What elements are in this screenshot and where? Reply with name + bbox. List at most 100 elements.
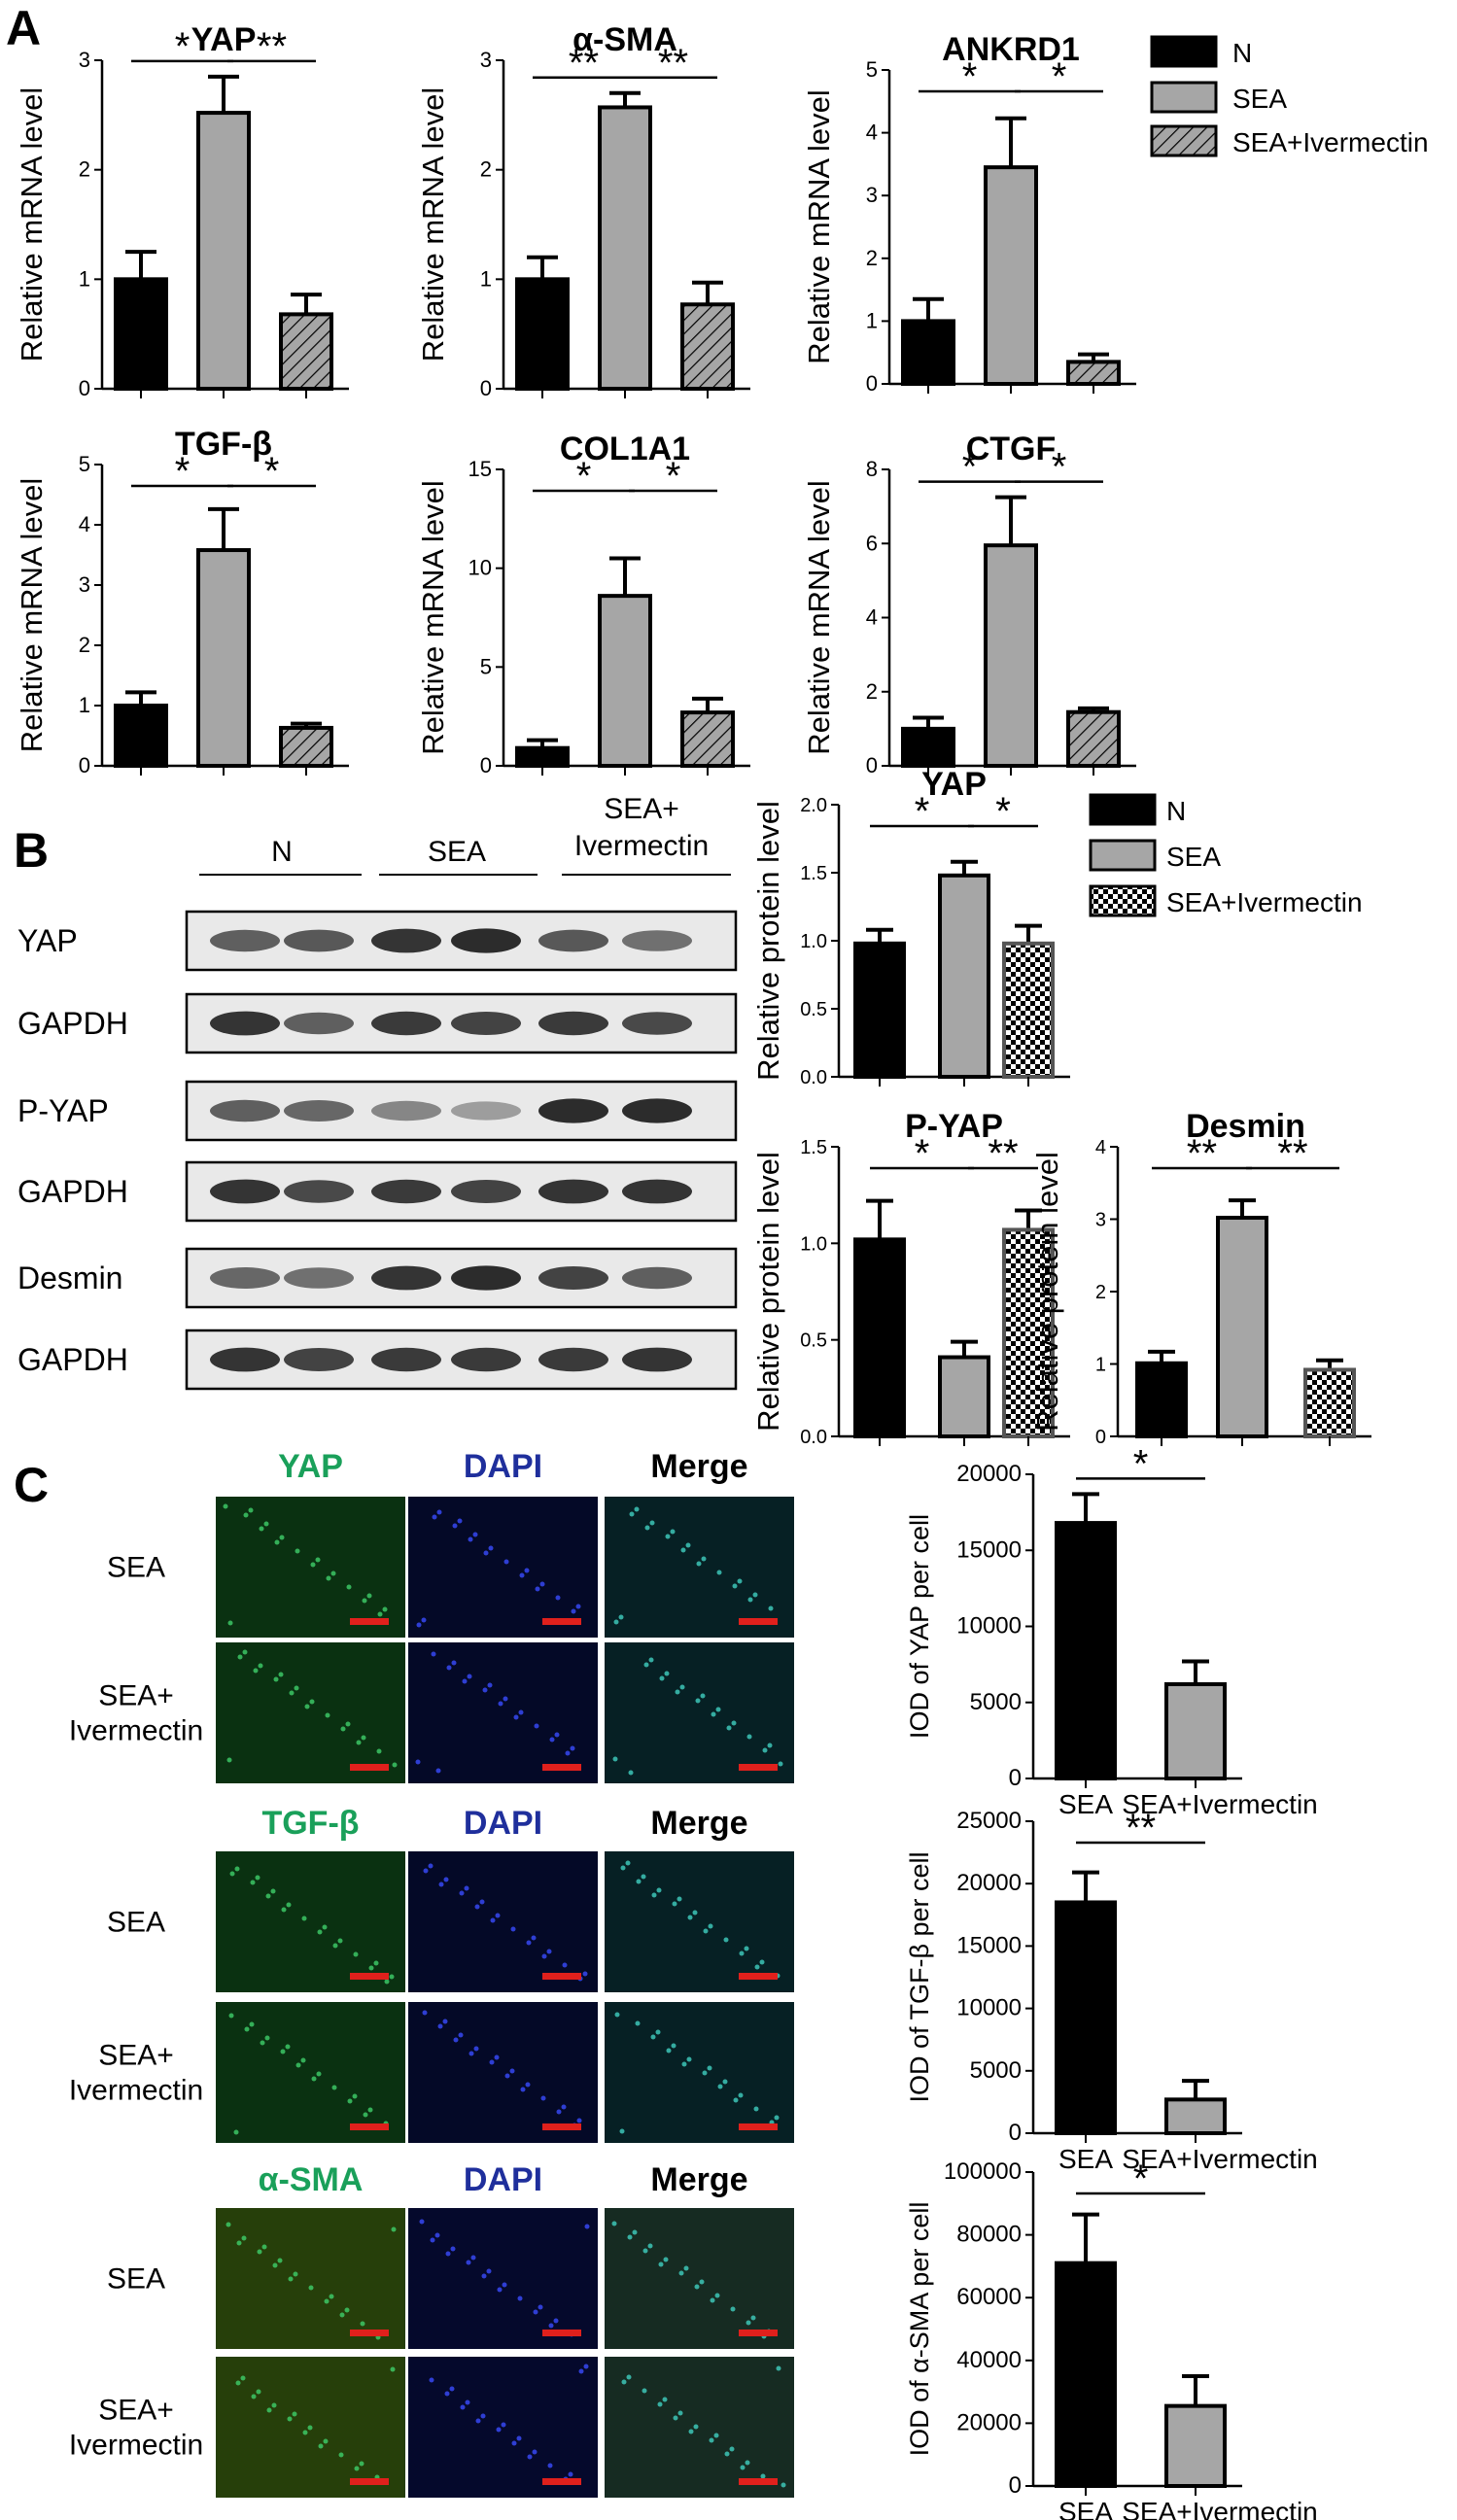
if-cell xyxy=(307,2425,313,2431)
if-cell xyxy=(225,2222,231,2227)
if-row-label: SEA xyxy=(107,1552,165,1584)
if-cell xyxy=(294,1685,299,1691)
bar xyxy=(853,941,906,1079)
if-cell xyxy=(575,1604,581,1609)
y-tick-label: 0 xyxy=(1009,2472,1022,2499)
if-cell xyxy=(696,1561,702,1567)
if-cell xyxy=(629,1511,635,1517)
if-cell xyxy=(655,2029,661,2035)
if-cell xyxy=(726,1725,732,1731)
if-cell xyxy=(554,1732,560,1738)
sig-label: * xyxy=(264,450,280,493)
if-cell xyxy=(746,1734,752,1740)
if-cell xyxy=(256,2389,261,2395)
chart-a_tgfb: TGF-β 0 1 2 3 4 5 Relative mRNA level * * xyxy=(15,426,349,777)
y-tick-label: 0 xyxy=(1009,2120,1022,2146)
if-cell xyxy=(688,2429,694,2434)
if-image-tint xyxy=(605,1642,794,1783)
y-tick-label: 100000 xyxy=(944,2158,1022,2185)
if-cell xyxy=(322,1924,328,1930)
y-tick-label: 1 xyxy=(79,693,90,717)
if-cell xyxy=(362,1598,367,1604)
if-cell xyxy=(524,1568,530,1573)
scale-bar xyxy=(350,2330,389,2336)
y-tick-label: 2 xyxy=(1095,1282,1106,1303)
if-cell xyxy=(308,2285,314,2291)
if-image-tint xyxy=(605,2208,794,2349)
chart-a_ankrd1: ANKRD1 0 1 2 3 4 5 Relative mRNA level * * xyxy=(802,31,1136,396)
y-tick-label: 10000 xyxy=(956,1995,1022,2021)
y-tick-label: 0.5 xyxy=(800,1330,827,1352)
wb-band xyxy=(371,1100,441,1122)
if-cell xyxy=(318,2443,324,2449)
x-tick-label: SEA xyxy=(1058,2144,1113,2174)
bar xyxy=(1055,2261,1117,2488)
if-cell xyxy=(295,1548,300,1554)
if-cell xyxy=(676,1896,682,1902)
if-cell xyxy=(304,1704,310,1709)
if-image-tint xyxy=(408,2357,598,2498)
scale-bar xyxy=(350,1973,389,1980)
y-tick-label: 1 xyxy=(480,266,492,291)
if-cell xyxy=(665,1534,671,1539)
if-cell xyxy=(243,1512,249,1518)
legend-label-n: N xyxy=(1166,796,1186,826)
if-cell xyxy=(248,1507,254,1513)
legend-swatch-sea xyxy=(1089,839,1157,872)
legend-label-sea: SEA xyxy=(1232,84,1287,114)
bar xyxy=(1066,360,1121,387)
if-cell xyxy=(257,2249,262,2255)
sig-label: ** xyxy=(1187,1132,1217,1175)
if-cell xyxy=(340,1726,346,1732)
y-tick-label: 0.0 xyxy=(800,1067,827,1088)
sig-label: * xyxy=(175,450,191,493)
if-cell xyxy=(692,1910,698,1916)
if-cell xyxy=(421,1617,427,1623)
if-cell xyxy=(767,1743,773,1748)
y-tick-label: 0 xyxy=(866,753,878,777)
if-cell xyxy=(451,1660,457,1666)
bar xyxy=(279,312,333,391)
if-cell xyxy=(700,1693,706,1699)
sig-label: ** xyxy=(569,42,599,85)
legend-label-n: N xyxy=(1232,38,1252,68)
if-cell xyxy=(251,2394,257,2399)
if-cell xyxy=(443,1877,449,1882)
if-cell xyxy=(501,2422,506,2428)
if-cell xyxy=(739,1950,745,1956)
if-cell xyxy=(535,1586,540,1592)
wb-band xyxy=(284,1012,354,1035)
if-cell xyxy=(462,1678,468,1684)
if-cell xyxy=(382,1606,388,1612)
if-cell xyxy=(702,2070,708,2076)
y-tick-label: 1.0 xyxy=(800,1233,827,1255)
if-cell xyxy=(273,1676,279,1682)
wb-band xyxy=(622,1347,692,1372)
if-cell xyxy=(750,2315,756,2321)
y-tick-label: 2 xyxy=(79,633,90,657)
scale-bar xyxy=(739,1973,778,1980)
if-cell xyxy=(561,2104,567,2110)
y-axis-label: Relative mRNA level xyxy=(15,87,49,362)
if-cell xyxy=(760,2473,766,2479)
if-image-tint xyxy=(408,2002,598,2143)
wb-band xyxy=(538,1098,608,1123)
bar xyxy=(515,277,570,392)
if-cell xyxy=(636,1879,642,1884)
if-cell xyxy=(503,1559,509,1565)
wb-band xyxy=(622,930,692,951)
if-cell xyxy=(347,2098,353,2104)
if-cell xyxy=(681,2061,687,2067)
y-tick-label: 2 xyxy=(79,157,90,182)
if-cell xyxy=(611,2221,617,2227)
if-cell xyxy=(540,2095,546,2101)
if-cell xyxy=(438,1881,444,1887)
if-cell xyxy=(352,2093,358,2099)
if-cell xyxy=(520,2087,526,2092)
if-cell xyxy=(663,2257,669,2262)
chart-title: ANKRD1 xyxy=(942,31,1080,68)
if-cell xyxy=(465,2399,470,2405)
legend-swatch-n xyxy=(1089,793,1157,826)
y-axis-label: Relative mRNA level xyxy=(416,480,450,755)
y-tick-label: 1 xyxy=(1095,1355,1106,1376)
